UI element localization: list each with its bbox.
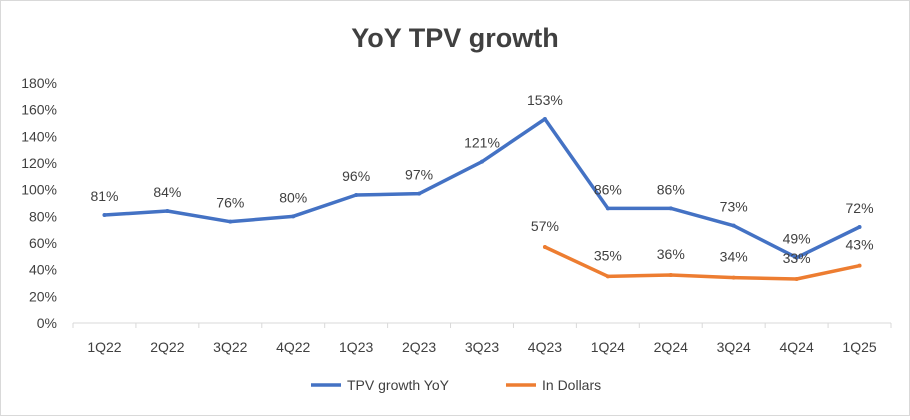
data-point — [354, 193, 359, 197]
data-point — [857, 225, 862, 229]
data-label: 33% — [783, 250, 811, 266]
data-point — [794, 277, 799, 281]
data-point — [291, 214, 296, 219]
y-tick-label: 0% — [37, 315, 57, 331]
data-label: 86% — [657, 181, 685, 197]
data-point — [542, 117, 547, 121]
data-label: 153% — [527, 92, 563, 108]
data-label: 96% — [342, 168, 370, 184]
x-tick-label: 2Q22 — [150, 339, 184, 355]
data-labels: 81% 84% 76% 80% 96% 97% 121% 153% 86% 86% 73% 49% 72… — [90, 92, 873, 266]
data-point — [857, 263, 862, 268]
data-point — [605, 274, 610, 279]
x-tick-label: 1Q25 — [842, 339, 876, 355]
y-tick-label: 40% — [29, 262, 57, 278]
y-tick-label: 140% — [21, 128, 57, 144]
data-label: 35% — [594, 247, 622, 263]
data-point — [165, 209, 170, 213]
x-tick-label: 2Q24 — [654, 339, 688, 355]
y-axis: 0% 20% 40% 60% 80% 100% 120% 140% 160% 180% — [21, 75, 57, 331]
y-tick-label: 160% — [21, 102, 57, 118]
data-point — [417, 191, 422, 196]
data-label: 86% — [594, 181, 622, 197]
x-tick-label: 4Q23 — [528, 339, 562, 355]
data-label: 84% — [153, 184, 181, 200]
x-tick-label: 3Q23 — [465, 339, 499, 355]
series-layer — [102, 117, 862, 281]
data-label: 57% — [531, 218, 559, 234]
data-point — [668, 206, 673, 211]
data-point — [228, 219, 233, 224]
data-point — [731, 275, 736, 280]
x-tick-label: 1Q22 — [87, 339, 121, 355]
data-point — [731, 223, 736, 228]
x-tick-label: 3Q22 — [213, 339, 247, 355]
series-line-1 — [543, 245, 862, 281]
legend-label: TPV growth YoY — [347, 377, 450, 393]
data-label: 80% — [279, 189, 307, 205]
data-label: 76% — [216, 195, 244, 211]
data-point — [102, 213, 107, 217]
data-label: 34% — [720, 249, 748, 265]
y-tick-label: 100% — [21, 182, 57, 198]
y-tick-label: 60% — [29, 235, 57, 251]
x-tick-label: 1Q24 — [591, 339, 625, 355]
y-tick-label: 20% — [29, 288, 57, 304]
data-point — [794, 255, 799, 260]
y-tick-label: 120% — [21, 155, 57, 171]
y-tick-label: 180% — [21, 75, 57, 91]
data-label: 43% — [846, 237, 874, 253]
data-label: 121% — [464, 135, 500, 151]
x-axis: 1Q22 2Q22 3Q22 4Q22 1Q23 2Q23 3Q23 4Q23 1Q24 2Q24… — [72, 323, 892, 355]
data-point — [542, 245, 547, 249]
legend: TPV growth YoY In Dollars — [311, 377, 601, 393]
data-point — [480, 159, 484, 164]
x-tick-label: 4Q22 — [276, 339, 310, 355]
data-point — [605, 206, 610, 211]
data-label: 81% — [90, 188, 118, 204]
x-tick-label: 4Q24 — [779, 339, 813, 355]
x-tick-label: 2Q23 — [402, 339, 436, 355]
data-label: 72% — [846, 200, 874, 216]
data-label: 73% — [720, 199, 748, 215]
chart-title: YoY TPV growth — [351, 23, 559, 53]
x-tick-label: 3Q24 — [717, 339, 751, 355]
x-tick-label: 1Q23 — [339, 339, 373, 355]
data-label: 49% — [783, 231, 811, 247]
data-point — [668, 273, 673, 277]
data-label: 97% — [405, 167, 433, 183]
y-tick-label: 80% — [29, 208, 57, 224]
data-label: 36% — [657, 246, 685, 262]
legend-label: In Dollars — [542, 377, 601, 393]
